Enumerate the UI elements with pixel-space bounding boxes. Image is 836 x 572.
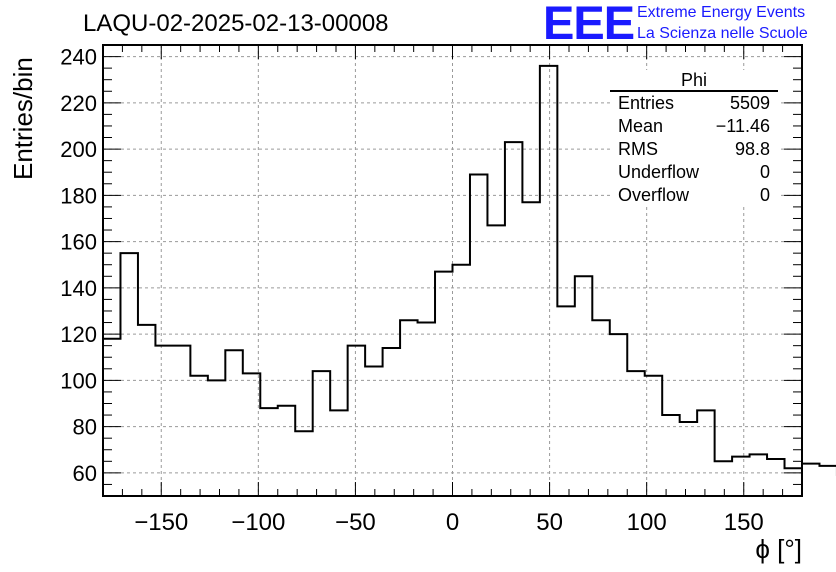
chart-title: LAQU-02-2025-02-13-00008 — [83, 10, 389, 37]
eee-logo: EEE — [543, 0, 635, 49]
x-tick-label: −150 — [134, 509, 188, 536]
y-tick-label: 160 — [60, 230, 97, 255]
stats-value: 5509 — [729, 93, 770, 113]
x-tick-label: 0 — [446, 509, 459, 536]
stats-label: Mean — [618, 116, 664, 136]
stats-value: 98.8 — [734, 139, 770, 159]
stats-row-underflow: Underflow 0 — [610, 161, 778, 184]
x-tick-label: 150 — [724, 509, 764, 536]
y-tick-label: 240 — [60, 45, 97, 70]
stats-value: 0 — [759, 185, 770, 205]
y-tick-label: 180 — [60, 183, 97, 208]
x-tick-label: 100 — [627, 509, 667, 536]
y-tick-label: 80 — [73, 415, 97, 440]
logo-tagline-2: La Scienza nelle Scuole — [637, 25, 808, 42]
y-tick-label: 140 — [60, 276, 97, 301]
stats-label: Underflow — [618, 162, 700, 182]
y-tick-label: 200 — [60, 137, 97, 162]
stats-row-overflow: Overflow 0 — [610, 184, 778, 207]
stats-row-rms: RMS 98.8 — [610, 138, 778, 161]
plot-frame — [102, 44, 803, 497]
x-tick-label: −100 — [231, 509, 285, 536]
histogram-outline — [103, 64, 836, 477]
logo-tagline-1: Extreme Energy Events — [637, 4, 806, 21]
stats-label: Overflow — [618, 185, 690, 205]
stats-value: 0 — [759, 162, 770, 182]
stats-label: RMS — [618, 139, 658, 159]
stats-row-entries: Entries 5509 — [610, 92, 778, 115]
y-tick-label: 120 — [60, 322, 97, 347]
y-tick-label: 220 — [60, 91, 97, 116]
stats-title: Phi — [610, 70, 778, 92]
y-tick-label: 60 — [73, 461, 97, 486]
stats-value: −11.46 — [715, 116, 770, 136]
stats-label: Entries — [618, 93, 675, 113]
y-axis-label: Entries/bin — [8, 57, 38, 180]
stats-box: Phi Entries 5509 Mean −11.46 RMS 98.8 Un… — [610, 70, 778, 207]
stats-row-mean: Mean −11.46 — [610, 115, 778, 138]
y-tick-label: 100 — [60, 368, 97, 393]
x-tick-label: −50 — [335, 509, 376, 536]
x-tick-label: 50 — [536, 509, 563, 536]
x-axis-label: ϕ [°] — [755, 534, 802, 564]
